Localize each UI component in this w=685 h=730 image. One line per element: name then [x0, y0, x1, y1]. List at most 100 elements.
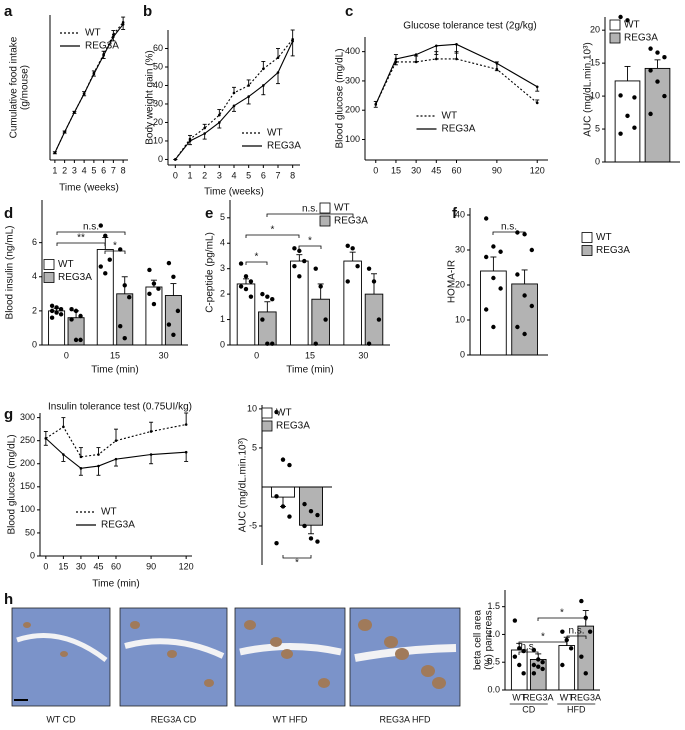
marker: [63, 130, 66, 134]
legend-swatch: [581, 245, 593, 256]
marker: [62, 425, 65, 429]
marker: [276, 56, 280, 60]
bar: [258, 311, 277, 346]
legend-swatch: [261, 407, 273, 419]
data-point: [260, 317, 265, 322]
data-point: [118, 324, 123, 329]
data-point: [536, 657, 541, 662]
x-tick-label: 4: [231, 170, 236, 180]
data-point: [313, 266, 318, 271]
bar: [558, 645, 576, 691]
x-tick-label: 7: [111, 165, 116, 175]
y-axis-label: Blood glucose (mg/dL): [7, 434, 18, 534]
marker: [53, 151, 57, 155]
data-point: [147, 291, 152, 297]
legend-label: REG3A: [267, 141, 301, 152]
data-point: [265, 294, 270, 299]
data-point: [54, 305, 59, 310]
islet: [395, 648, 409, 660]
x-tick-label: 120: [179, 561, 194, 571]
data-point: [151, 301, 157, 307]
legend-swatch: [609, 32, 621, 44]
data-point: [122, 283, 127, 288]
panel-letter: d: [4, 205, 13, 222]
bar: [480, 270, 507, 356]
data-point: [292, 246, 297, 251]
y-tick-label: 0.5: [487, 657, 500, 667]
data-point: [531, 671, 537, 676]
data-point: [54, 310, 59, 315]
marker: [82, 92, 86, 96]
marker: [394, 57, 398, 61]
data-point: [483, 216, 489, 221]
marker: [535, 85, 539, 89]
legend-swatch: [43, 259, 55, 270]
data-point: [625, 18, 630, 23]
data-point: [287, 462, 292, 468]
marker: [112, 35, 115, 39]
y-tick-label: 15: [590, 58, 600, 68]
x-tick-label: 4: [82, 165, 87, 175]
x-tick-label: 1: [52, 165, 57, 175]
y-tick-label: 250: [20, 435, 35, 445]
legend-swatch: [609, 19, 621, 31]
data-point: [49, 303, 55, 308]
data-point: [243, 286, 249, 292]
marker: [121, 23, 125, 26]
y-tick-label: 0: [220, 339, 225, 349]
data-point: [147, 267, 152, 273]
x-tick-label: 45: [431, 165, 441, 175]
islet: [244, 620, 256, 630]
data-point: [632, 95, 637, 100]
x-tick-label: 60: [111, 561, 121, 571]
data-point: [491, 324, 496, 330]
y-tick-label: -5: [249, 520, 257, 530]
data-point: [260, 291, 265, 297]
significance-bracket: [282, 555, 312, 559]
tissue-gap: [124, 638, 225, 659]
data-point: [529, 247, 535, 253]
significance-bracket: [104, 250, 126, 254]
marker: [262, 84, 265, 87]
significance-bracket: [298, 245, 322, 249]
significance-label: n.s.: [568, 626, 584, 637]
data-point: [350, 246, 355, 251]
data-point: [531, 662, 537, 668]
marker: [232, 91, 236, 95]
data-point: [166, 260, 172, 266]
data-point: [536, 664, 541, 669]
islet: [270, 637, 282, 647]
islet: [432, 677, 446, 689]
data-point: [618, 131, 623, 136]
significance-bracket: [56, 231, 126, 235]
data-point: [618, 14, 623, 20]
marker: [455, 57, 458, 61]
x-tick-label: 15: [58, 561, 68, 571]
data-point: [540, 660, 545, 665]
marker: [188, 139, 192, 143]
x-tick-label: 5: [246, 170, 251, 180]
significance-label: n.s.: [83, 222, 99, 233]
y-axis-label: beta cell area: [473, 610, 484, 670]
y-tick-label: 10: [153, 135, 163, 145]
marker: [184, 450, 188, 454]
y-tick-label: 0: [30, 550, 35, 560]
data-point: [491, 275, 496, 281]
y-tick-label: 1.0: [487, 629, 500, 639]
significance-label: n.s.: [520, 642, 536, 653]
data-point: [483, 307, 489, 312]
data-point: [103, 233, 108, 239]
y-axis-label: AUC (mg/dL.min.10³): [583, 42, 594, 136]
data-point: [618, 93, 623, 98]
x-axis-label: Time (min): [92, 579, 139, 590]
bar: [96, 249, 114, 346]
data-point: [287, 514, 292, 519]
islet: [130, 621, 140, 629]
y-tick-label: 400: [345, 46, 360, 56]
data-point: [515, 324, 520, 330]
y-tick-label: 2: [220, 288, 225, 298]
y-tick-label: 100: [345, 134, 360, 144]
panel-letter: c: [345, 3, 353, 20]
data-point: [292, 263, 297, 269]
